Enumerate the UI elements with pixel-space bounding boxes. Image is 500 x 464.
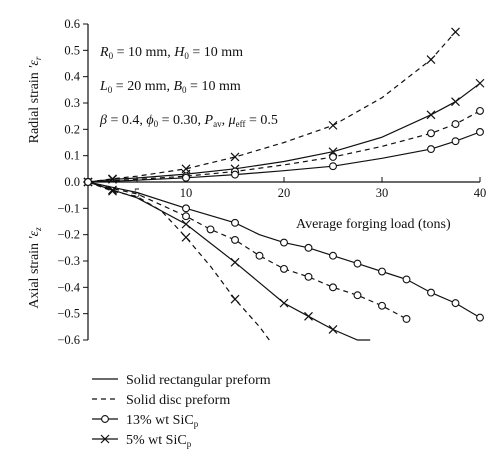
- data-point-circle: [451, 137, 460, 146]
- data-point-circle: [280, 238, 288, 247]
- y-axis-label-axial: Axial strain ′εz: [27, 227, 43, 309]
- y-tick-label: 0.2: [64, 122, 80, 136]
- data-point-cross: [108, 174, 117, 184]
- data-point-circle: [206, 225, 215, 234]
- data-point-cross: [304, 311, 313, 321]
- data-point-circle: [353, 259, 362, 268]
- series-axial-disc-5pct: [83, 177, 270, 341]
- data-point-circle: [231, 170, 239, 179]
- legend-label-circle: 13% wt SiCp: [126, 413, 199, 429]
- legend-item-dashed: Solid disc preform: [92, 393, 230, 408]
- series-line: [87, 110, 481, 183]
- annotation-dimensions-2: L0 = 20 mm, B0 = 10 mm: [99, 79, 241, 95]
- data-point-circle: [451, 299, 460, 308]
- y-tick-label: 0.4: [64, 70, 80, 84]
- series-line: [87, 181, 481, 319]
- data-point-circle: [255, 251, 264, 260]
- y-tick-label: −0.3: [57, 254, 80, 268]
- data-point-circle: [329, 153, 337, 161]
- data-point-circle: [353, 291, 362, 300]
- data-point-cross: [230, 257, 240, 267]
- legend-item-solid: Solid rectangular preform: [92, 373, 271, 388]
- data-point-cross: [230, 152, 240, 162]
- data-point-cross: [181, 219, 191, 229]
- series-axial-disc-13pct: [84, 178, 411, 323]
- series-axial-rectangular-13pct: [84, 178, 484, 322]
- data-point-circle: [280, 264, 288, 273]
- y-tick-label: −0.4: [57, 280, 80, 294]
- data-point-cross: [328, 120, 338, 130]
- data-point-circle: [182, 204, 190, 213]
- data-point-circle: [304, 243, 313, 252]
- legend-label-dashed: Solid disc preform: [126, 393, 230, 408]
- series-line: [87, 131, 481, 183]
- data-point-circle: [182, 212, 190, 221]
- data-point-cross: [426, 110, 436, 120]
- legend: Solid rectangular preform Solid disc pre…: [92, 373, 271, 449]
- series-line: [87, 181, 270, 341]
- data-point-circle: [451, 120, 460, 129]
- y-tick-label: −0.2: [57, 228, 80, 242]
- data-point-cross: [181, 232, 191, 242]
- series-line: [87, 82, 481, 183]
- data-point-cross: [451, 27, 460, 37]
- legend-item-cross: 5% wt SiCp: [92, 433, 192, 449]
- legend-label-cross: 5% wt SiCp: [126, 433, 192, 449]
- data-point-circle: [427, 288, 435, 297]
- y-tick-label: −0.1: [57, 201, 80, 215]
- x-tick-label: 30: [376, 186, 389, 200]
- data-point-circle: [182, 173, 190, 182]
- y-axis-label-radial-text: Radial strain: [27, 72, 42, 143]
- y-axis-label-axial-text: Axial strain: [27, 243, 42, 309]
- x-axis-label: Average forging load (tons): [296, 217, 451, 232]
- y-tick-label: 0.6: [64, 17, 80, 31]
- data-point-circle: [84, 178, 92, 186]
- data-point-circle: [329, 251, 337, 260]
- data-point-cross: [279, 298, 289, 308]
- series-line: [87, 181, 371, 341]
- data-point-circle: [402, 275, 411, 284]
- y-tick-label: 0.3: [64, 96, 80, 110]
- x-tick-label: 10: [180, 186, 193, 200]
- y-tick-label: 0.5: [64, 43, 80, 57]
- data-point-circle: [476, 313, 484, 322]
- legend-cross-marker: [100, 434, 110, 444]
- annotation-dimensions-1: R0 = 10 mm, H0 = 10 mm: [99, 45, 243, 61]
- data-point-circle: [329, 283, 337, 292]
- x-tick-label: 20: [278, 186, 291, 200]
- legend-circle-marker: [101, 415, 109, 423]
- y-axis-label-radial: Radial strain ′εr: [27, 56, 43, 143]
- y-tick-label: 0.1: [64, 149, 80, 163]
- y-tick-label: 0.0: [64, 175, 80, 189]
- legend-item-circle: 13% wt SiCp: [92, 413, 199, 429]
- data-point-circle: [476, 128, 484, 136]
- data-point-circle: [231, 235, 239, 244]
- data-point-circle: [402, 314, 411, 323]
- annotation-parameters: β = 0.4, ϕ0 = 0.30, Pav, μeff = 0.5: [99, 113, 278, 129]
- y-tick-label: −0.5: [57, 307, 80, 321]
- data-point-circle: [329, 162, 337, 171]
- x-tick-label: 40: [474, 186, 487, 200]
- data-point-cross: [451, 97, 460, 107]
- data-point-cross: [328, 325, 338, 334]
- data-point-cross: [230, 294, 240, 304]
- data-point-circle: [231, 218, 239, 227]
- series-layer: [83, 27, 485, 341]
- data-point-circle: [427, 129, 435, 138]
- y-tick-label: −0.6: [57, 333, 80, 347]
- data-point-cross: [475, 78, 485, 88]
- axes: −0.6 −0.5 −0.4 −0.3 −0.2 −0.1 0.0 0.1 0.2 0.3 0.4 0…: [57, 17, 486, 347]
- data-point-cross: [426, 55, 436, 64]
- data-point-circle: [476, 106, 484, 115]
- data-point-circle: [378, 301, 386, 310]
- data-point-circle: [378, 267, 386, 276]
- series-radial-rectangular-5pct: [83, 78, 485, 187]
- data-point-circle: [304, 272, 313, 281]
- data-point-circle: [427, 145, 435, 154]
- series-axial-rectangular-5pct: [83, 177, 371, 341]
- legend-label-solid: Solid rectangular preform: [126, 373, 271, 388]
